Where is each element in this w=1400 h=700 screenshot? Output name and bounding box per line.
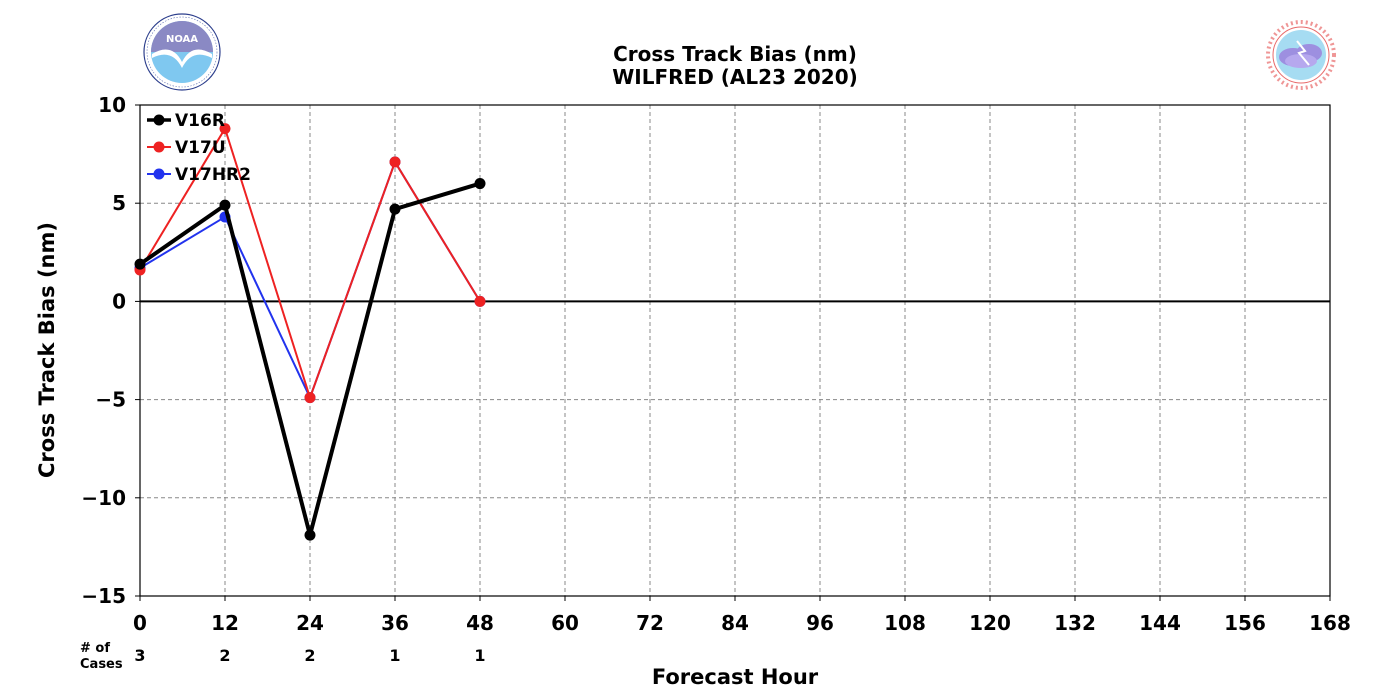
case-count: 2 bbox=[219, 646, 230, 665]
cases-label-line2: Cases bbox=[80, 657, 123, 672]
cases-label-line1: # of bbox=[80, 641, 110, 656]
x-tick-label: 72 bbox=[636, 611, 664, 635]
data-point-v17u bbox=[389, 156, 401, 168]
x-tick-label: 84 bbox=[721, 611, 749, 635]
x-tick-label: 36 bbox=[381, 611, 409, 635]
legend: V16R V17U V17HR2 bbox=[147, 111, 251, 185]
data-point-v17u bbox=[474, 295, 486, 307]
x-tick-label: 0 bbox=[133, 611, 147, 635]
legend-label-v17u: V17U bbox=[175, 138, 226, 158]
legend-label-v16r: V16R bbox=[175, 111, 225, 131]
x-tick-label: 12 bbox=[211, 611, 239, 635]
x-tick-label: 24 bbox=[296, 611, 324, 635]
y-tick-label: −15 bbox=[81, 584, 126, 608]
legend-marker-v17hr2 bbox=[153, 168, 165, 180]
x-tick-label: 156 bbox=[1224, 611, 1266, 635]
y-axis-label: Cross Track Bias (nm) bbox=[35, 222, 59, 478]
data-point-v16r bbox=[304, 529, 316, 541]
y-tick-label: −5 bbox=[95, 388, 126, 412]
y-tick-label: 5 bbox=[112, 191, 126, 215]
x-tick-label: 48 bbox=[466, 611, 494, 635]
y-tick-label: 0 bbox=[112, 289, 126, 313]
data-point-v16r bbox=[219, 199, 231, 211]
x-tick-label: 132 bbox=[1054, 611, 1096, 635]
case-count: 1 bbox=[474, 646, 485, 665]
case-count: 3 bbox=[134, 646, 145, 665]
data-point-v17u bbox=[219, 123, 231, 135]
x-tick-label: 60 bbox=[551, 611, 579, 635]
x-tick-label: 168 bbox=[1309, 611, 1351, 635]
noaa-logo-text: NOAA bbox=[166, 34, 198, 45]
data-point-v16r bbox=[134, 258, 146, 270]
chart-title: Cross Track Bias (nm) bbox=[613, 42, 857, 66]
noaa-logo: NOAA bbox=[143, 13, 221, 91]
case-count: 1 bbox=[389, 646, 400, 665]
plot-area: 0 12 24 36 48 60 72 84 96 108 120 132 144 156 168−15−1… bbox=[81, 93, 1350, 665]
nws-logo bbox=[1265, 19, 1337, 91]
y-tick-label: 10 bbox=[98, 93, 126, 117]
x-tick-label: 108 bbox=[884, 611, 926, 635]
x-axis-label: Forecast Hour bbox=[652, 665, 819, 689]
x-tick-label: 144 bbox=[1139, 611, 1181, 635]
data-point-v16r bbox=[389, 203, 401, 215]
legend-marker-v16r bbox=[153, 114, 165, 126]
data-point-v16r bbox=[474, 178, 486, 190]
case-count: 2 bbox=[304, 646, 315, 665]
x-tick-label: 120 bbox=[969, 611, 1011, 635]
x-tick-label: 96 bbox=[806, 611, 834, 635]
data-point-v17u bbox=[304, 392, 316, 404]
y-tick-label: −10 bbox=[81, 486, 126, 510]
chart-subtitle: WILFRED (AL23 2020) bbox=[612, 65, 858, 89]
legend-label-v17hr2: V17HR2 bbox=[175, 165, 251, 185]
legend-marker-v17u bbox=[153, 141, 165, 153]
